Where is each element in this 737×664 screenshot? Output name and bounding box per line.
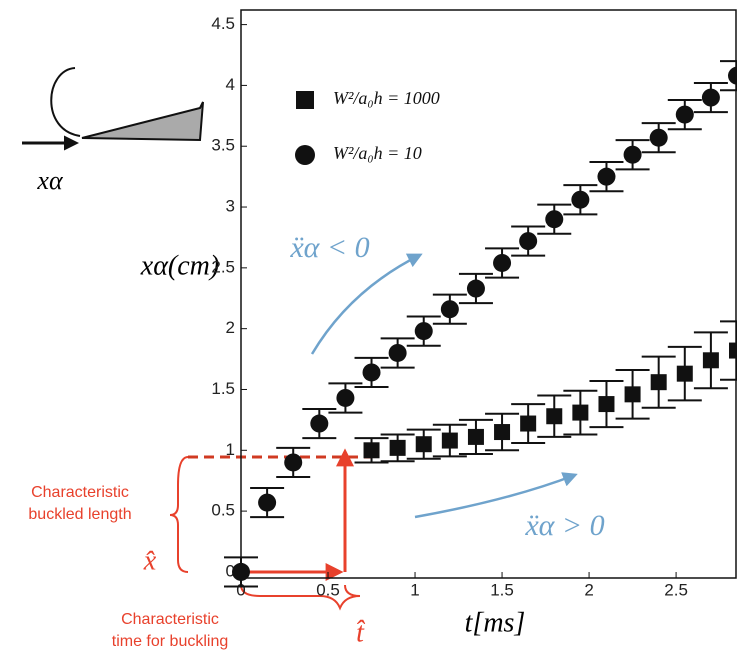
annotation: t̂: [356, 617, 366, 648]
marker: [494, 424, 511, 441]
legend-marker: [296, 91, 314, 109]
marker: [519, 232, 538, 251]
annotation: ẍα < 0: [289, 231, 369, 264]
marker: [597, 167, 616, 186]
marker: [598, 396, 615, 413]
y-tick-label: 3: [226, 197, 235, 216]
plot-frame: [240, 9, 737, 579]
marker: [310, 414, 329, 433]
marker: [493, 253, 512, 272]
marker: [363, 442, 380, 459]
marker: [467, 428, 484, 445]
marker: [258, 493, 277, 512]
marker: [440, 300, 459, 319]
marker: [572, 404, 589, 421]
y-tick-label: 3.5: [211, 136, 235, 155]
marker: [650, 374, 667, 391]
inset-label: xα: [36, 166, 64, 195]
legend-marker: [295, 145, 315, 165]
y-tick-label: 4: [226, 75, 235, 94]
marker: [546, 408, 563, 425]
marker: [623, 145, 642, 164]
y-tick-label: 2.5: [211, 257, 235, 276]
marker: [571, 190, 590, 209]
x-tick-label: 0: [236, 580, 245, 599]
y-tick-label: 1: [226, 440, 235, 459]
x-tick-label: 0.5: [316, 580, 340, 599]
annotation-text: Characteristic: [31, 484, 129, 501]
marker: [729, 342, 737, 359]
annotation: Characteristic buckled length: [28, 484, 131, 523]
y-tick-label: 1.5: [211, 379, 235, 398]
annotation: Characteristic time for buckling: [112, 611, 229, 650]
x-axis-label: t[ms]: [465, 607, 526, 638]
marker: [649, 128, 668, 147]
marker: [388, 343, 407, 362]
annotation: x̂: [143, 545, 157, 576]
marker: [415, 436, 432, 453]
marker: [336, 388, 355, 407]
y-tick-label: 2: [226, 318, 235, 337]
x-tick-label: 1: [410, 580, 419, 599]
legend-label: W²/a₀h = 10: [333, 143, 422, 163]
trend-arrow: [414, 472, 578, 519]
x-tick-label: 2.5: [664, 580, 688, 599]
annotation: ẍα > 0: [524, 509, 604, 542]
inset-diagram: [22, 67, 204, 151]
marker: [362, 363, 381, 382]
trend-arrow: [310, 253, 423, 355]
marker: [624, 386, 641, 403]
annotation-text: time for buckling: [112, 633, 229, 650]
marker: [675, 105, 694, 124]
legend-label: W²/a₀h = 1000: [333, 88, 440, 108]
marker: [389, 439, 406, 456]
y-tick-label: 0.5: [211, 501, 235, 520]
annotation-text: buckled length: [28, 506, 131, 523]
characteristic-markers: [169, 448, 372, 611]
y-tick-label: 0: [226, 561, 235, 580]
marker: [414, 322, 433, 341]
error-bar: [720, 60, 737, 92]
x-tick-label: 2: [584, 580, 593, 599]
marker: [441, 432, 458, 449]
marker: [466, 279, 485, 298]
x-tick-label: 1.5: [490, 580, 514, 599]
marker: [545, 210, 564, 229]
marker: [701, 88, 720, 107]
marker: [728, 66, 737, 85]
marker: [702, 352, 719, 369]
marker: [520, 415, 537, 432]
y-tick-label: 4.5: [211, 14, 235, 33]
marker: [676, 365, 693, 382]
marker: [284, 453, 303, 472]
marker: [232, 562, 250, 581]
error-bar: [720, 320, 737, 381]
annotation-text: Characteristic: [121, 611, 219, 628]
y-axis-label: xα(cm): [140, 250, 219, 281]
